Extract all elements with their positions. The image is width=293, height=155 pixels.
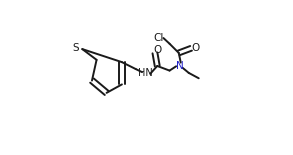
Text: HN: HN <box>138 68 153 78</box>
Text: S: S <box>73 43 79 53</box>
Text: Cl: Cl <box>154 33 164 43</box>
Text: O: O <box>191 42 200 53</box>
Text: O: O <box>153 45 161 55</box>
Text: N: N <box>176 61 183 71</box>
